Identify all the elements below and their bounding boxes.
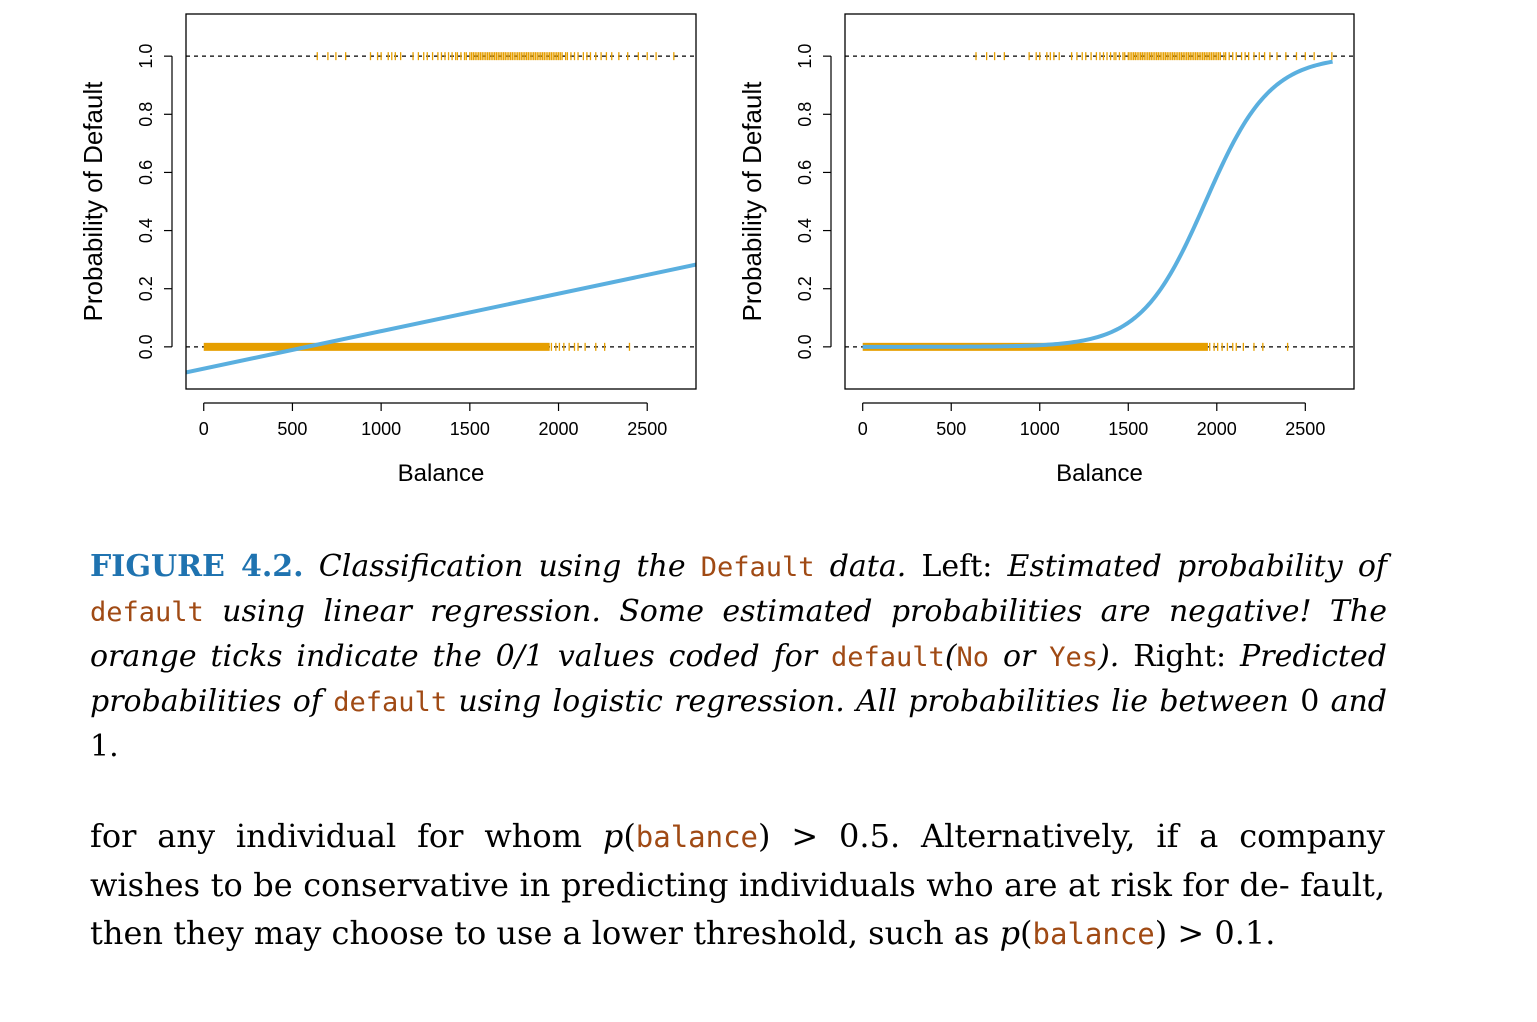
y-tick-label: 0.6 <box>136 160 156 185</box>
y-tick-label: 0.4 <box>136 218 156 243</box>
plot-frame <box>844 13 1355 390</box>
caption-text: ( <box>944 639 957 674</box>
caption-number: 0 <box>1300 684 1320 719</box>
plot-frame <box>185 13 697 390</box>
code-balance: balance <box>1032 917 1155 951</box>
figure-charts: 0 500 1000 1500 2000 2500 Balance 0.0 0.2 0.4 0.6 0… <box>78 13 1355 487</box>
caption-text: Classification using the <box>318 549 686 584</box>
x-tick-label: 500 <box>277 419 307 439</box>
y-tick-label: 1.0 <box>795 44 815 69</box>
y-axis-label: Probability of Default <box>78 81 108 322</box>
x-tick-label: 2000 <box>1197 419 1237 439</box>
right-panel-logistic-regression: 0 500 1000 1500 2000 2500 Balance 0.0 0.2 0.4 0.6 0… <box>737 13 1355 487</box>
caption-text: using logistic regression. All probabili… <box>458 684 1289 719</box>
body-text: > 0.1. <box>1177 914 1276 952</box>
x-axis-label: Balance <box>1056 460 1143 487</box>
x-tick-label: 2500 <box>1285 419 1325 439</box>
body-text: for any individual for whom <box>90 817 582 855</box>
caption-text: using linear regression. Some estimated … <box>90 594 1387 674</box>
fitted-curve <box>186 262 696 375</box>
code-balance: balance <box>635 820 759 854</box>
x-tick-label: 0 <box>858 419 868 439</box>
math-p: p <box>602 817 624 855</box>
math-paren: ( <box>1020 914 1033 952</box>
caption-text: or <box>1002 639 1036 674</box>
y-axis-label: Probability of Default <box>737 81 767 322</box>
no-ticks-band <box>203 342 550 351</box>
caption-text: Estimated probability of <box>1007 549 1387 584</box>
body-text: > 0.5. Alternatively, if a company wishe… <box>90 817 1386 952</box>
y-tick-label: 0.0 <box>795 334 815 359</box>
plot-area <box>845 52 1354 351</box>
y-tick-label: 0.8 <box>136 102 156 127</box>
x-tick-label: 0 <box>199 419 209 439</box>
code-default: default <box>831 642 945 673</box>
plot-area <box>186 52 696 375</box>
y-tick-label: 0.6 <box>795 160 815 185</box>
x-axis-label: Balance <box>398 460 485 487</box>
math-paren: ) <box>1154 914 1168 952</box>
caption-left-label: Left: <box>921 549 993 584</box>
math-paren: ) <box>758 817 771 855</box>
y-tick-label: 1.0 <box>136 44 156 69</box>
y-tick-label: 0.2 <box>136 276 156 301</box>
x-tick-label: 1500 <box>450 419 490 439</box>
x-tick-label: 500 <box>936 419 966 439</box>
code-no: No <box>956 642 990 673</box>
math-p: p <box>999 914 1021 952</box>
figure-caption: FIGURE 4.2. Classification using the Def… <box>90 545 1387 769</box>
x-tick-label: 1000 <box>1020 419 1060 439</box>
code-default: default <box>333 687 448 718</box>
x-tick-label: 2000 <box>538 419 578 439</box>
code-default-dataset: Default <box>700 552 815 583</box>
y-tick-label: 0.2 <box>795 276 815 301</box>
caption-text: data. <box>829 549 907 584</box>
y-tick-label: 0.8 <box>795 102 815 127</box>
caption-text: ). <box>1098 639 1120 674</box>
fitted-curve <box>862 59 1333 349</box>
math-paren: ( <box>623 817 636 855</box>
figure-label: FIGURE 4.2. <box>90 549 304 584</box>
caption-number: 1. <box>90 729 119 764</box>
code-default: default <box>90 597 204 628</box>
code-yes: Yes <box>1049 642 1099 673</box>
left-panel-linear-regression: 0 500 1000 1500 2000 2500 Balance 0.0 0.2 0.4 0.6 0… <box>78 13 697 487</box>
caption-right-label: Right: <box>1133 639 1227 674</box>
body-paragraph: for any individual for whom p(balance) >… <box>90 812 1385 958</box>
x-tick-label: 2500 <box>627 419 667 439</box>
caption-text: and <box>1330 684 1388 719</box>
x-tick-label: 1500 <box>1108 419 1148 439</box>
x-tick-label: 1000 <box>361 419 401 439</box>
y-tick-label: 0.4 <box>795 218 815 243</box>
y-tick-label: 0.0 <box>136 334 156 359</box>
caption-text: Predicted probabilities of <box>90 639 1387 719</box>
